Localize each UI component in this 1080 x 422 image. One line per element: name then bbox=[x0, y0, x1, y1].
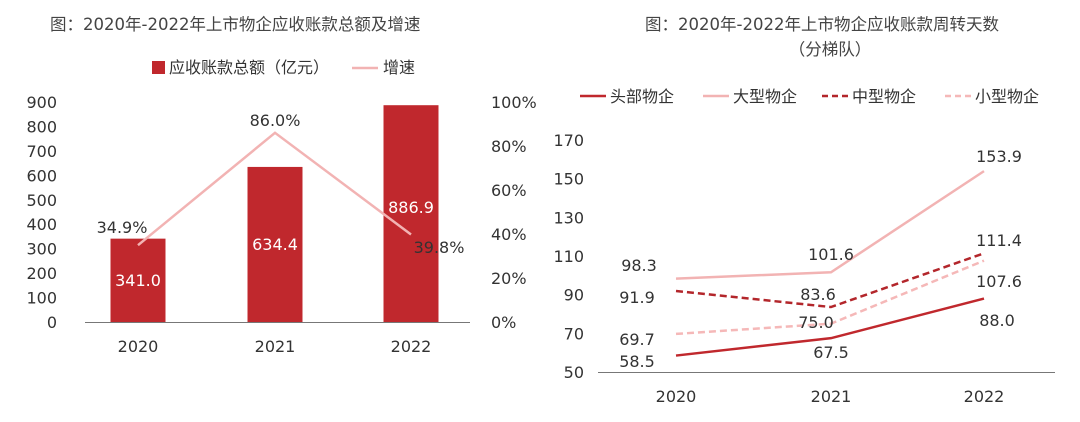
y-tick-label: 70 bbox=[564, 324, 584, 343]
data-label: 91.9 bbox=[619, 288, 655, 307]
bar-value-label: 634.4 bbox=[252, 235, 298, 254]
data-label: 58.5 bbox=[619, 352, 655, 371]
legend-label-0: 头部物企 bbox=[610, 87, 674, 106]
series-line-2 bbox=[675, 252, 985, 309]
legend-label-2: 中型物企 bbox=[852, 87, 916, 106]
data-label: 67.5 bbox=[813, 343, 849, 362]
y-tick-label: 90 bbox=[564, 286, 584, 305]
y-tick-label: 150 bbox=[553, 170, 584, 189]
series-line-3 bbox=[675, 259, 985, 336]
growth-value-label: 86.0% bbox=[250, 111, 301, 130]
y2-tick-label: 60% bbox=[491, 181, 527, 200]
chart1-title: 图：2020年-2022年上市物企应收账款总额及增速 bbox=[50, 15, 420, 34]
legend-swatch-receivables bbox=[152, 61, 165, 74]
y-tick-label: 800 bbox=[26, 117, 57, 136]
y-tick-label: 400 bbox=[26, 215, 57, 234]
bar-receivables-2021 bbox=[247, 166, 303, 322]
y2-tick-label: 40% bbox=[491, 225, 527, 244]
y2-tick-label: 80% bbox=[491, 137, 527, 156]
y-tick-label: 500 bbox=[26, 191, 57, 210]
data-label: 111.4 bbox=[976, 231, 1022, 250]
receivables-chart: 图：2020年-2022年上市物企应收账款总额及增速 应收账款总额（亿元） 增速 … bbox=[26, 15, 537, 356]
turnover-days-chart: 图：2020年-2022年上市物企应收账款周转天数 （分梯队） 头部物企 大型物企… bbox=[540, 0, 1080, 422]
legend-label-3: 小型物企 bbox=[975, 87, 1039, 106]
y2-tick-label: 0% bbox=[491, 313, 516, 332]
y-tick-label: 200 bbox=[26, 264, 57, 283]
y2-tick-label: 100% bbox=[491, 93, 537, 112]
y-tick-label: 900 bbox=[26, 93, 57, 112]
data-label: 107.6 bbox=[976, 272, 1022, 291]
receivables-chart-svg: 图：2020年-2022年上市物企应收账款总额及增速 应收账款总额（亿元） 增速 … bbox=[26, 15, 537, 356]
growth-value-label: 34.9% bbox=[97, 218, 148, 237]
legend-label-growth: 增速 bbox=[383, 58, 415, 77]
bar-receivables-2020 bbox=[110, 238, 166, 322]
y2-tick-label: 20% bbox=[491, 269, 527, 288]
legend-label-1: 大型物企 bbox=[733, 87, 797, 106]
bar-receivables-2022 bbox=[383, 105, 439, 322]
data-label: 83.6 bbox=[800, 285, 836, 304]
series-line-0 bbox=[675, 297, 985, 357]
y-tick-label: 170 bbox=[553, 131, 584, 150]
y-tick-label: 600 bbox=[26, 166, 57, 185]
growth-line bbox=[137, 131, 412, 247]
chart2-subtitle: （分梯队） bbox=[789, 40, 872, 59]
data-label: 153.9 bbox=[976, 147, 1022, 166]
data-label: 69.7 bbox=[619, 330, 655, 349]
x-tick-label: 2021 bbox=[255, 337, 296, 356]
growth-value-label: 39.8% bbox=[414, 238, 465, 257]
data-label: 75.0 bbox=[798, 313, 834, 332]
x-tick-label: 2020 bbox=[118, 337, 159, 356]
bar-value-label: 886.9 bbox=[388, 198, 434, 217]
y-tick-label: 700 bbox=[26, 142, 57, 161]
y-tick-label: 130 bbox=[553, 208, 584, 227]
y-tick-label: 50 bbox=[564, 363, 584, 382]
y-tick-label: 110 bbox=[553, 247, 584, 266]
x-tick-label: 2021 bbox=[811, 387, 852, 406]
data-label: 98.3 bbox=[621, 256, 657, 275]
y-tick-label: 300 bbox=[26, 240, 57, 259]
legend-label-receivables: 应收账款总额（亿元） bbox=[169, 58, 329, 77]
data-label: 101.6 bbox=[808, 245, 854, 264]
y-tick-label: 0 bbox=[47, 313, 57, 332]
series-line-1 bbox=[675, 170, 985, 280]
turnover-days-chart-svg: 图：2020年-2022年上市物企应收账款周转天数 （分梯队） 头部物企 大型物企… bbox=[553, 15, 1055, 406]
chart2-title: 图：2020年-2022年上市物企应收账款周转天数 bbox=[645, 15, 999, 34]
data-label: 88.0 bbox=[979, 311, 1015, 330]
x-tick-label: 2022 bbox=[964, 387, 1005, 406]
bar-value-label: 341.0 bbox=[115, 271, 161, 290]
y-tick-label: 100 bbox=[26, 289, 57, 308]
x-tick-label: 2020 bbox=[656, 387, 697, 406]
x-tick-label: 2022 bbox=[391, 337, 432, 356]
